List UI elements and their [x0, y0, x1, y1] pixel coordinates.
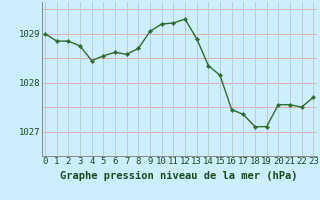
X-axis label: Graphe pression niveau de la mer (hPa): Graphe pression niveau de la mer (hPa) — [60, 171, 298, 181]
